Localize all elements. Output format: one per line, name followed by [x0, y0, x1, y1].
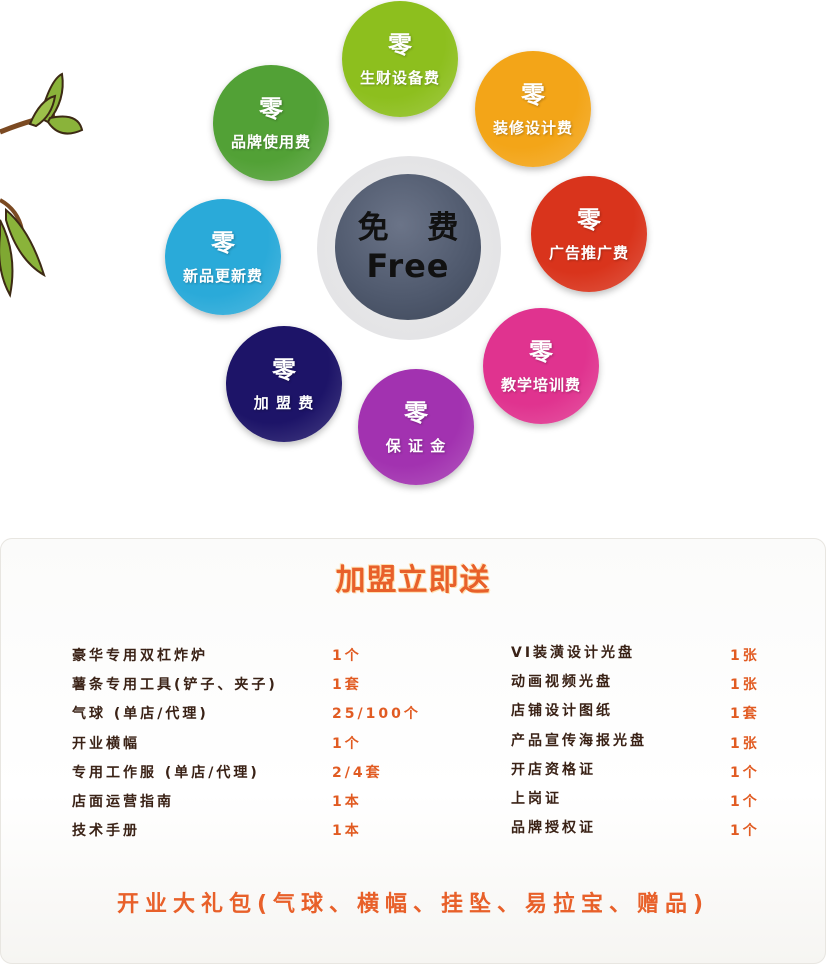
- gift-item-name: 店面运营指南: [72, 794, 174, 810]
- gift-item-qty: 1张: [730, 648, 760, 664]
- gift-item-qty: 1本: [332, 794, 362, 810]
- zero-label: 零: [529, 337, 553, 366]
- zero-label: 零: [521, 80, 545, 109]
- gift-item-qty: 1套: [730, 706, 760, 722]
- center-free-circle: 免 费 Free: [335, 174, 481, 320]
- gift-item-qty: 1张: [730, 736, 760, 752]
- fee-label: 品牌使用费: [230, 132, 311, 151]
- gift-item-name: 上岗证: [511, 791, 562, 807]
- zero-label: 零: [259, 94, 283, 123]
- gift-item-qty: 1张: [730, 677, 760, 693]
- gift-panel-title: 加盟立即送: [335, 563, 491, 598]
- gift-item-qty: 1本: [332, 823, 362, 839]
- fee-circle-decoration: 零 装修设计费: [475, 51, 591, 167]
- fee-circle-training: 零 教学培训费: [483, 308, 599, 424]
- gift-item-qty: 1个: [332, 648, 362, 664]
- gift-item-name: 专用工作服 (单店/代理): [72, 765, 260, 781]
- zero-label: 零: [211, 228, 235, 257]
- gift-item-name: 开业横幅: [72, 736, 140, 752]
- gift-item-qty: 1个: [730, 794, 760, 810]
- fee-circle-franchise: 零 加 盟 费: [226, 326, 342, 442]
- gift-item-name: 品牌授权证: [511, 820, 596, 836]
- fee-circle-deposit: 零 保 证 金: [358, 369, 474, 485]
- gift-item-qty: 25/100个: [332, 706, 421, 722]
- gift-item-qty: 1个: [332, 736, 362, 752]
- fee-label: 加 盟 费: [253, 393, 315, 412]
- gift-item-qty: 1个: [730, 823, 760, 839]
- gift-item-name: 技术手册: [72, 823, 140, 839]
- gift-item-name: 豪华专用双杠炸炉: [72, 648, 208, 664]
- fee-circle-equipment: 零 生财设备费: [342, 1, 458, 117]
- fee-label: 生财设备费: [359, 68, 440, 87]
- gift-item-name: 薯条专用工具(铲子、夹子): [72, 677, 278, 693]
- gift-item-qty: 2/4套: [332, 765, 383, 781]
- fee-label: 教学培训费: [500, 375, 581, 394]
- gift-item-name: 店铺设计图纸: [511, 703, 613, 719]
- center-free-english: Free: [366, 247, 450, 285]
- zero-label: 零: [404, 398, 428, 427]
- gift-item-name: 动画视频光盘: [511, 674, 613, 690]
- zero-label: 零: [577, 205, 601, 234]
- gift-item-name: 开店资格证: [511, 762, 596, 778]
- gift-item-qty: 1个: [730, 765, 760, 781]
- gift-item-name: 产品宣传海报光盘: [511, 733, 647, 749]
- zero-label: 零: [272, 355, 296, 384]
- gift-panel: [0, 538, 826, 964]
- gift-item-qty: 1套: [332, 677, 362, 693]
- fee-label: 广告推广费: [548, 243, 629, 262]
- gift-item-name: 气球 (单店/代理): [72, 706, 209, 722]
- fee-circle-brand-usage: 零 品牌使用费: [213, 65, 329, 181]
- gift-item-name: VI装潢设计光盘: [511, 645, 636, 661]
- leaf-branch-decoration: [0, 72, 84, 298]
- center-free-chinese: 免 费: [357, 210, 473, 246]
- fee-label: 新品更新费: [182, 266, 263, 285]
- opening-gift-pack-text: 开业大礼包(气球、横幅、挂坠、易拉宝、赠品): [116, 892, 710, 917]
- fee-circle-new-products: 零 新品更新费: [165, 199, 281, 315]
- fee-label: 装修设计费: [492, 118, 573, 137]
- fee-circle-advertising: 零 广告推广费: [531, 176, 647, 292]
- zero-label: 零: [388, 30, 412, 59]
- fee-label: 保 证 金: [385, 436, 447, 455]
